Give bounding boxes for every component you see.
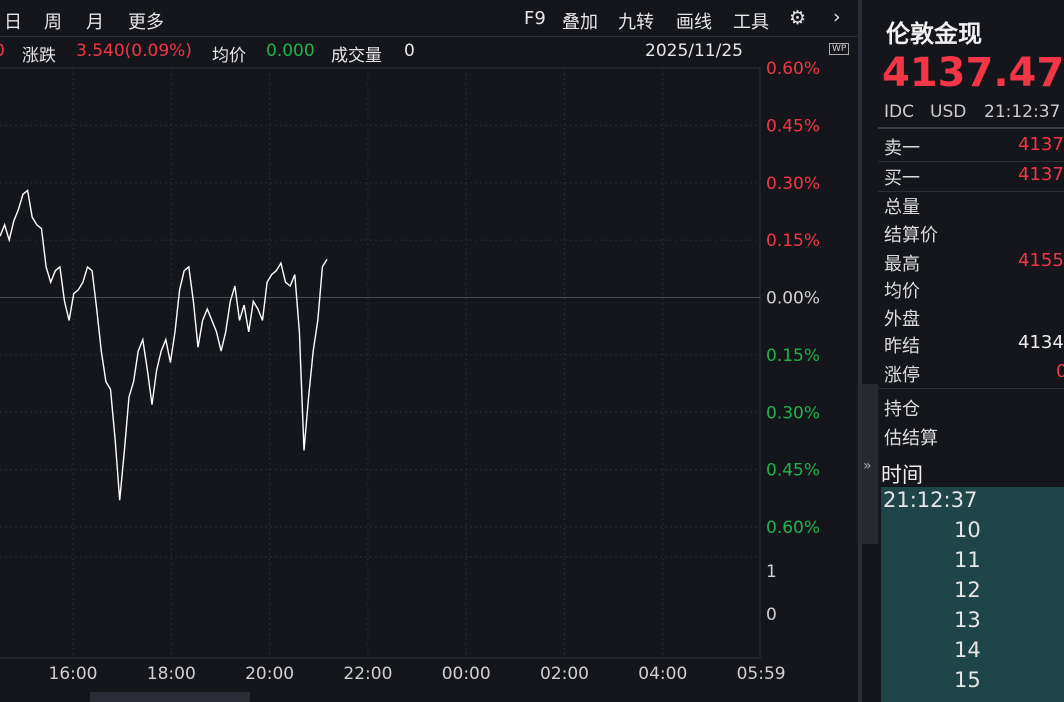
tick-time: 12 [954, 578, 981, 602]
divider [858, 0, 862, 702]
y-tick-label: 0.00% [766, 289, 820, 309]
y-tick-label: 0.60% [766, 518, 820, 538]
quote-name: 伦敦金现 [886, 20, 982, 48]
quote-value: 0 [1056, 361, 1064, 382]
price-line [0, 189, 328, 501]
ticks-header: 时间 [881, 463, 923, 487]
y-tick-label: 0.45% [766, 461, 820, 481]
volume-tick-label: 0 [766, 605, 777, 625]
chart: 0.60% 0.45% 0.30% 0.15% 0.00% 0.15% 0.30% 0.45%… [0, 59, 820, 702]
row-divider [878, 191, 1064, 192]
quote-label: 总量 [884, 197, 920, 218]
quote-label: 结算价 [884, 225, 938, 246]
toolbar-button[interactable]: 日 [4, 12, 22, 33]
ticks-bg [881, 487, 1064, 702]
tick-time: 11 [954, 548, 981, 572]
tick-time: 21:12:37 [883, 488, 978, 512]
toolbar-button[interactable]: 叠加 [562, 12, 598, 33]
divider [878, 127, 1064, 129]
tick-time: 13 [954, 608, 981, 632]
x-tick-label: 05:59 [737, 664, 786, 684]
scroll-handle [90, 692, 250, 702]
info-date: 2025/11/25 [645, 41, 743, 61]
x-tick-label: 02:00 [540, 664, 589, 684]
row-divider [878, 388, 1064, 389]
info-avg: 0.000 [266, 41, 315, 61]
quote-currency: USD [930, 102, 967, 122]
x-tick-label: 20:00 [245, 664, 294, 684]
info-avg-label: 均价 [212, 46, 246, 66]
quote-label: 卖一 [884, 138, 920, 159]
quote-value: 4137 [1018, 134, 1064, 155]
quote-label: 涨停 [884, 365, 920, 386]
y-tick-label: 0.15% [766, 346, 820, 366]
quote-source: IDC [884, 102, 914, 122]
quote-price: 4137.47 [882, 50, 1064, 96]
x-tick-label: 04:00 [638, 664, 687, 684]
volume-tick-label: 1 [766, 562, 777, 582]
quote-label: 买一 [884, 168, 920, 189]
info-change: 3.540(0.09%) [76, 41, 192, 61]
next-icon[interactable]: › [833, 6, 841, 28]
toolbar-button[interactable]: 月 [86, 12, 104, 33]
quote-value: 4137 [1018, 164, 1064, 185]
quote-panel: 伦敦金现 4137.47 IDC USD 21:12:37 卖一 4137 买一 4137 总量结… [878, 0, 1064, 702]
toolbar-button[interactable]: 九转 [618, 12, 654, 33]
collapse-handle[interactable] [862, 384, 878, 544]
wp-badge: WP [829, 43, 850, 55]
info-change-label: 涨跌 [22, 46, 56, 66]
y-tick-label: 0.60% [766, 59, 820, 79]
tick-time: 15 [954, 668, 981, 692]
plot-frame [0, 67, 761, 659]
tick-time: 10 [954, 518, 981, 542]
y-tick-label: 0.30% [766, 174, 820, 194]
quote-label: 均价 [884, 281, 920, 302]
info-volume-label: 成交量 [331, 46, 382, 66]
x-tick-label: 00:00 [442, 664, 491, 684]
x-tick-label: 18:00 [147, 664, 196, 684]
row-divider [878, 161, 1064, 162]
toolbar [0, 0, 858, 37]
quote-value: 4155 [1018, 250, 1064, 271]
quote-label: 最高 [884, 254, 920, 275]
toolbar-button[interactable]: 更多 [128, 12, 164, 33]
quote-label: 外盘 [884, 309, 920, 330]
settings-icon[interactable]: ⚙ [789, 7, 807, 29]
quote-time: 21:12:37 [984, 102, 1061, 122]
y-tick-label: 0.30% [766, 403, 820, 423]
tick-time: 14 [954, 638, 981, 662]
toolbar-button[interactable]: F9 [524, 8, 546, 29]
collapse-icon[interactable]: » [863, 458, 872, 474]
quote-label: 昨结 [884, 336, 920, 357]
quote-label: 持仓 [884, 399, 920, 420]
y-tick-label: 0.45% [766, 116, 820, 136]
x-tick-label: 16:00 [49, 664, 98, 684]
info-prev: 0 [0, 41, 5, 61]
quote-value: 4134 [1018, 332, 1064, 353]
quote-label: 估结算 [884, 428, 938, 449]
x-tick-label: 22:00 [343, 664, 392, 684]
toolbar-button[interactable]: 工具 [733, 12, 769, 33]
toolbar-button[interactable]: 画线 [676, 12, 712, 33]
toolbar-button[interactable]: 周 [44, 12, 62, 33]
info-volume: 0 [404, 41, 415, 61]
y-tick-label: 0.15% [766, 231, 820, 251]
